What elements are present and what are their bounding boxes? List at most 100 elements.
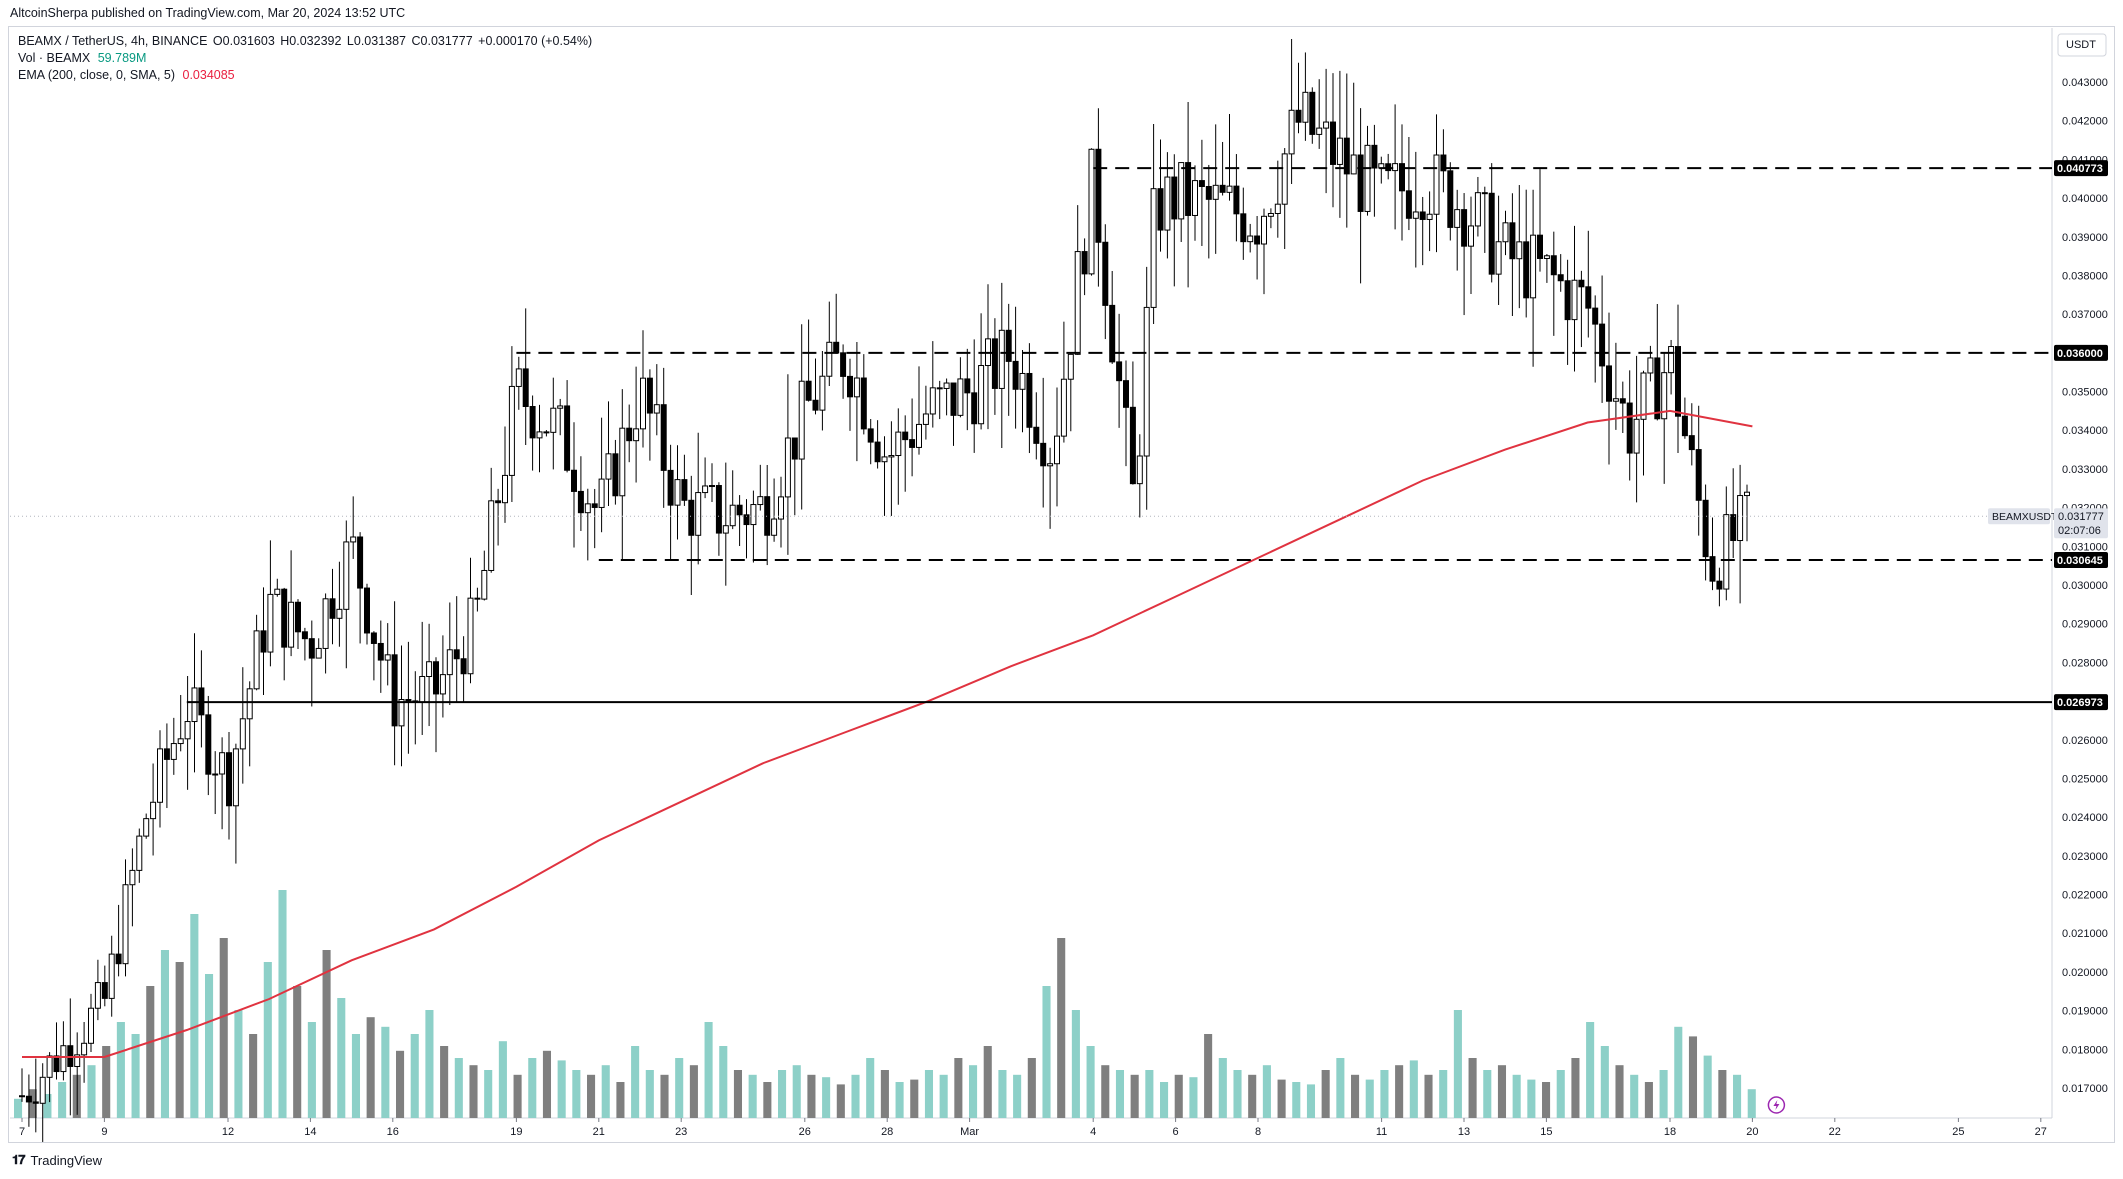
candle-up [784, 437, 791, 498]
candle-up [170, 743, 177, 760]
x-tick-label: 11 [1376, 1126, 1387, 1138]
volume-bar [645, 1070, 654, 1118]
candle-down [591, 503, 598, 508]
candle-down [840, 352, 847, 377]
candle-up [943, 382, 950, 389]
legend-volume-row[interactable]: Vol · BEAMX 59.789M [18, 51, 146, 65]
volume-bar [1586, 1022, 1595, 1118]
candle-up [239, 718, 246, 750]
candle-down [1357, 154, 1364, 212]
candle-down [1233, 185, 1240, 215]
candle-down [1523, 241, 1530, 299]
candle-up [916, 423, 922, 448]
x-tick-label: 28 [881, 1126, 893, 1138]
volume-bar [1262, 1065, 1271, 1118]
volume-bar [116, 1022, 125, 1118]
volume-bar [87, 1065, 96, 1118]
lightning-glyph-icon [1773, 1100, 1780, 1110]
x-tick-label: 4 [1090, 1126, 1096, 1138]
candle-up [1426, 213, 1433, 220]
candle-down [764, 496, 771, 536]
x-tick-label: 20 [1746, 1126, 1758, 1138]
candle-down [860, 377, 867, 430]
volume-bar [513, 1074, 522, 1118]
volume-bar [234, 1010, 243, 1118]
candle-up [1530, 234, 1537, 299]
candle-up [1723, 514, 1730, 590]
candle-up [702, 485, 709, 494]
tradingview-logo-icon: 𝟏𝟕 [12, 1152, 26, 1167]
level-price-label: 0.030645 [2057, 555, 2103, 567]
ema-line [22, 409, 1753, 1058]
candle-down [971, 392, 978, 425]
volume-bar [1292, 1082, 1301, 1118]
volume-bar [425, 1010, 434, 1118]
volume-bar [1644, 1082, 1653, 1118]
volume-bar [454, 1058, 463, 1118]
candle-down [867, 428, 874, 443]
candle-up [108, 953, 115, 999]
volume-bar [924, 1070, 934, 1118]
volume-bar [1659, 1070, 1668, 1118]
candle-down [1709, 556, 1716, 582]
volume-bar [1497, 1065, 1507, 1118]
y-tick-label: 0.035000 [2062, 387, 2108, 399]
volume-bar [1424, 1074, 1433, 1118]
volume-bar [969, 1065, 978, 1118]
candle-up [150, 801, 157, 820]
volume-bar [1086, 1046, 1095, 1118]
candle-up [1302, 91, 1309, 123]
candle-up [757, 496, 764, 506]
candle-up [94, 982, 101, 1009]
candle-down [1585, 286, 1592, 309]
candle-down [1702, 499, 1709, 558]
x-tick-label: 13 [1458, 1126, 1470, 1138]
candle-up [191, 687, 198, 723]
level-price-tag [2054, 160, 2108, 177]
volume-bar [1747, 1089, 1756, 1118]
candle-up [550, 407, 557, 433]
candle-down [53, 1055, 60, 1073]
candle-down [1330, 121, 1336, 165]
candle-up [1067, 353, 1074, 380]
x-tick-label: 23 [675, 1126, 687, 1138]
x-tick-label: 18 [1664, 1126, 1676, 1138]
x-tick-label: 9 [101, 1126, 107, 1138]
symbol-label: BEAMX / TetherUS, 4h, BINANCE [18, 34, 208, 48]
candle-down [791, 437, 798, 460]
candle-up [1640, 372, 1647, 420]
ema-label: EMA (200, close, 0, SMA, 5) [18, 68, 176, 82]
quote-currency-label: USDT [2066, 39, 2096, 51]
candle-up [488, 500, 495, 571]
candle-down [260, 630, 267, 653]
volume-bar [1101, 1065, 1110, 1118]
candle-down [805, 380, 812, 401]
volume-bar [322, 950, 331, 1118]
candle-down [453, 649, 460, 660]
candle-down [571, 469, 577, 492]
candle-up [1281, 153, 1288, 205]
volume-bar [1351, 1074, 1360, 1118]
candle-up [1060, 378, 1067, 437]
candle-up [143, 818, 150, 837]
legend-ema-row[interactable]: EMA (200, close, 0, SMA, 5) 0.034085 [18, 68, 235, 82]
candle-down [902, 431, 909, 441]
volume-bar [410, 1034, 419, 1118]
candle-up [1212, 184, 1219, 200]
candle-down [936, 387, 943, 390]
candle-up [709, 485, 715, 488]
candle-down [1116, 361, 1123, 382]
candle-down [391, 654, 398, 727]
volume-bar [910, 1079, 919, 1118]
candle-up [1744, 491, 1750, 497]
y-tick-label: 0.023000 [2062, 851, 2108, 863]
candle-up [778, 496, 784, 520]
candle-down [1343, 137, 1350, 175]
candle-down [301, 631, 308, 640]
volume-bar [1718, 1070, 1727, 1118]
volume-bar [249, 1034, 258, 1118]
y-tick-label: 0.020000 [2062, 967, 2108, 979]
quote-currency-button [2057, 33, 2107, 57]
candle-up [502, 474, 508, 504]
